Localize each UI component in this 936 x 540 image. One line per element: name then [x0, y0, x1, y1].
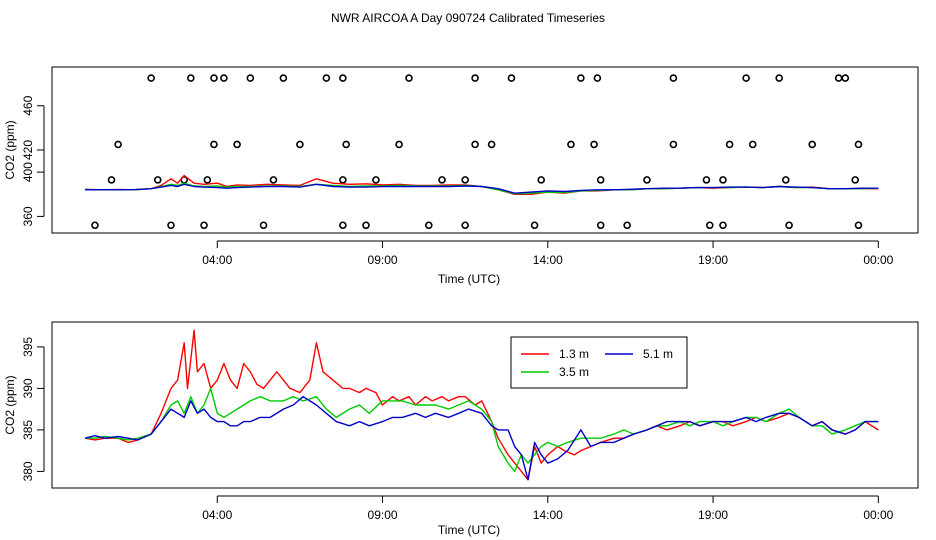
flagged-point	[669, 74, 678, 82]
x-axis-title: Time (UTC)	[438, 523, 500, 537]
flagged-point	[590, 140, 598, 149]
flagged-point	[593, 74, 602, 82]
flagged-point	[425, 221, 433, 230]
flagged-point	[461, 176, 469, 184]
flagged-point	[372, 176, 380, 184]
y-axis-title: CO2 (ppm)	[3, 120, 17, 179]
flagged-point	[461, 221, 469, 230]
flagged-point	[841, 74, 850, 82]
flagged-point	[246, 74, 255, 82]
flagged-point	[530, 221, 539, 230]
flagged-point	[643, 176, 651, 184]
x-tick-label: 00:00	[863, 508, 893, 522]
x-tick-label: 14:00	[533, 253, 563, 267]
flagged-point	[259, 221, 268, 230]
flagged-point	[322, 74, 331, 82]
series-line-5-1-m	[84, 396, 879, 481]
flagged-point	[669, 140, 678, 149]
flagged-point	[233, 140, 241, 149]
flagged-point	[596, 221, 605, 230]
flagged-point	[438, 176, 446, 184]
y-tick-label: 395	[21, 337, 35, 357]
flagged-point	[210, 140, 218, 149]
flagged-point	[596, 176, 605, 184]
bottom-chart-panel: 04:00 09:00 14:00 19:00 00:00 380 385 390 395 Tim…	[3, 321, 919, 537]
y-tick-label: 460	[21, 95, 35, 115]
plot-frame	[51, 66, 919, 234]
flagged-point	[748, 140, 757, 149]
flagged-point	[854, 140, 863, 149]
flagged-point	[781, 176, 790, 184]
flagged-point	[114, 140, 122, 149]
plot-frame	[51, 321, 919, 489]
flagged-point	[507, 74, 516, 82]
flagged-point	[279, 74, 288, 82]
flagged-point	[775, 74, 783, 82]
x-tick-label: 04:00	[202, 508, 232, 522]
y-tick-label: 380	[21, 461, 35, 481]
flagged-point	[203, 176, 212, 184]
flagged-point	[220, 74, 228, 82]
legend-label: 3.5 m	[559, 365, 589, 379]
flagged-point	[623, 221, 631, 230]
flagged-point	[405, 74, 413, 82]
y-tick-label: 400	[21, 162, 35, 182]
flagged-point	[567, 140, 575, 149]
flagged-point	[395, 140, 403, 149]
flagged-point	[362, 221, 370, 230]
flagged-point	[342, 140, 350, 149]
flagged-point	[187, 74, 195, 82]
flagged-point	[725, 140, 734, 149]
flagged-point	[719, 221, 727, 230]
flagged-point	[742, 74, 750, 82]
flagged-point	[167, 221, 175, 230]
series-line-3-5-m	[85, 387, 879, 473]
legend-label: 5.1 m	[643, 347, 673, 361]
flagged-point	[296, 140, 304, 149]
flagged-point	[705, 221, 714, 230]
series-line-5-1-m	[85, 183, 879, 194]
y-tick-label: 390	[21, 378, 35, 398]
flagged-point	[577, 74, 585, 82]
x-tick-label: 00:00	[863, 253, 893, 267]
x-tick-label: 09:00	[368, 508, 398, 522]
flagged-point	[471, 140, 479, 149]
legend: 1.3 m 3.5 m 5.1 m	[510, 336, 688, 389]
top-chart-panel: 04:00 09:00 14:00 19:00 00:00 360 400 420 460 Tim…	[3, 66, 919, 286]
flagged-point	[147, 74, 155, 82]
flagged-point	[200, 221, 208, 230]
flagged-point	[91, 221, 99, 230]
flagged-point	[487, 140, 496, 149]
legend-label: 1.3 m	[559, 347, 589, 361]
flagged-point	[719, 176, 727, 184]
flagged-point	[269, 176, 278, 184]
flagged-point	[153, 176, 162, 184]
y-tick-label: 420	[21, 140, 35, 160]
flagged-point	[851, 176, 859, 184]
flagged-point	[339, 74, 347, 82]
x-axis-title: Time (UTC)	[438, 272, 500, 286]
flagged-point	[107, 176, 116, 184]
y-tick-label: 360	[21, 206, 35, 226]
flagged-point	[339, 221, 347, 230]
flagged-point	[702, 176, 711, 184]
flagged-point	[808, 140, 817, 149]
x-tick-label: 19:00	[698, 508, 728, 522]
flagged-point	[537, 176, 545, 184]
y-tick-label: 385	[21, 420, 35, 440]
flagged-point	[854, 221, 863, 230]
x-tick-label: 04:00	[202, 253, 232, 267]
flagged-point	[471, 74, 479, 82]
flagged-point	[339, 176, 347, 184]
legend-box	[510, 336, 688, 389]
x-tick-label: 09:00	[368, 253, 398, 267]
flagged-point	[785, 221, 793, 230]
figure-title: NWR AIRCOA A Day 090724 Calibrated Times…	[331, 11, 605, 25]
y-axis-title: CO2 (ppm)	[3, 375, 17, 434]
x-tick-label: 19:00	[698, 253, 728, 267]
x-tick-label: 14:00	[533, 508, 563, 522]
flagged-point	[834, 74, 843, 82]
flagged-point	[210, 74, 218, 82]
